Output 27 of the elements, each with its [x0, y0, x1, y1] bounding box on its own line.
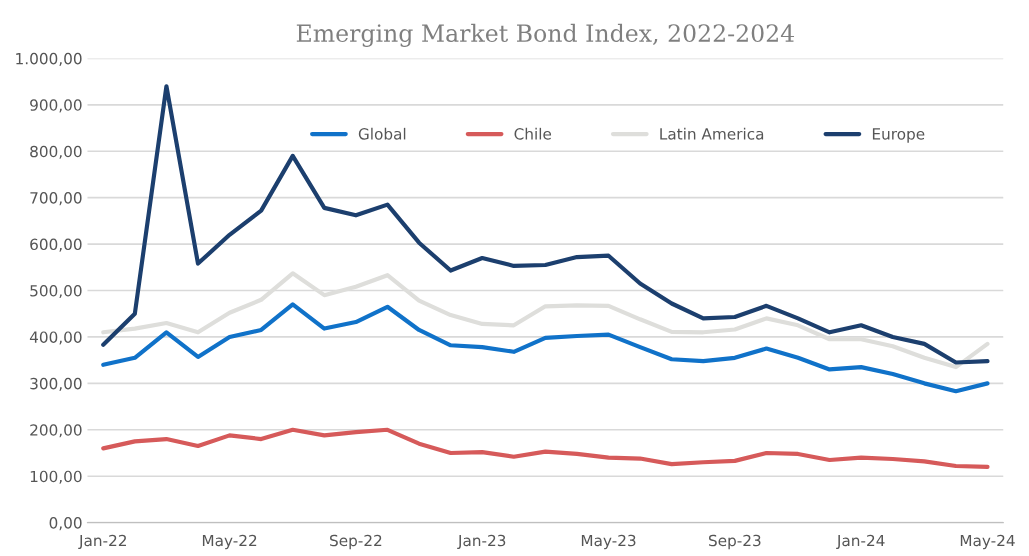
y-tick-label: 500,00 [30, 284, 82, 299]
y-tick-label: 700,00 [30, 192, 82, 206]
x-tick-label: Jan-22 [78, 534, 126, 550]
y-tick-label: 200,00 [30, 424, 82, 438]
x-tick-label: May-23 [581, 534, 636, 550]
y-tick-label: 600,00 [30, 238, 82, 252]
legend-label: Global [358, 127, 406, 140]
x-tick-label: Sep-22 [330, 534, 382, 550]
line-series [101, 302, 990, 394]
x-tick-label: Jan-24 [836, 534, 885, 550]
y-tick-label: 800,00 [30, 145, 82, 159]
legend-label: Europe [872, 128, 925, 143]
x-tick-label: May-24 [960, 534, 1015, 550]
y-tick-label: 900,00 [30, 99, 82, 113]
y-tick-label: 1.000,00 [16, 52, 82, 66]
y-tick-label: 100,00 [30, 470, 82, 484]
line-series [101, 427, 990, 470]
x-tick-label: Jan-23 [457, 534, 506, 550]
chart-title: Emerging Market Bond Index, 2022-2024 [296, 23, 795, 47]
x-tick-label: May-22 [202, 534, 257, 550]
y-tick-label: 300,00 [30, 377, 82, 391]
line-series [101, 84, 990, 365]
y-tick-label: 0,00 [49, 517, 82, 531]
legend-label: Latin America [660, 127, 764, 140]
y-tick-label: 400,00 [29, 331, 82, 345]
x-tick-label: Sep-23 [708, 534, 761, 550]
legend-label: Chile [514, 127, 552, 140]
